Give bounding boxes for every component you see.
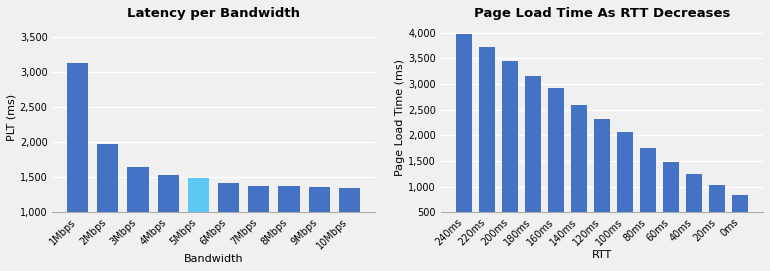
Title: Page Load Time As RTT Decreases: Page Load Time As RTT Decreases [474, 7, 730, 20]
Bar [188, 179, 209, 271]
Y-axis label: Page Load Time (ms): Page Load Time (ms) [396, 59, 406, 176]
Title: Latency per Bandwidth: Latency per Bandwidth [127, 7, 300, 20]
Bar [67, 63, 89, 271]
Bar [218, 183, 239, 271]
Bar [158, 175, 179, 271]
Bar [456, 34, 472, 238]
X-axis label: Bandwidth: Bandwidth [184, 254, 243, 264]
Bar [640, 148, 656, 238]
Bar [617, 132, 633, 238]
Bar [309, 187, 330, 271]
Bar [97, 144, 119, 271]
Bar [524, 76, 541, 238]
Bar [686, 174, 702, 238]
X-axis label: RTT: RTT [592, 250, 612, 260]
Bar [732, 195, 748, 238]
Bar [339, 188, 360, 271]
Bar [571, 105, 587, 238]
Y-axis label: PLT (ms): PLT (ms) [7, 94, 17, 141]
Bar [248, 186, 270, 271]
Bar [479, 47, 495, 238]
Bar [547, 88, 564, 238]
Bar [502, 61, 518, 238]
Bar [594, 120, 610, 238]
Bar [663, 162, 679, 238]
Bar [128, 167, 149, 271]
Bar [709, 185, 725, 238]
Bar [279, 186, 300, 271]
